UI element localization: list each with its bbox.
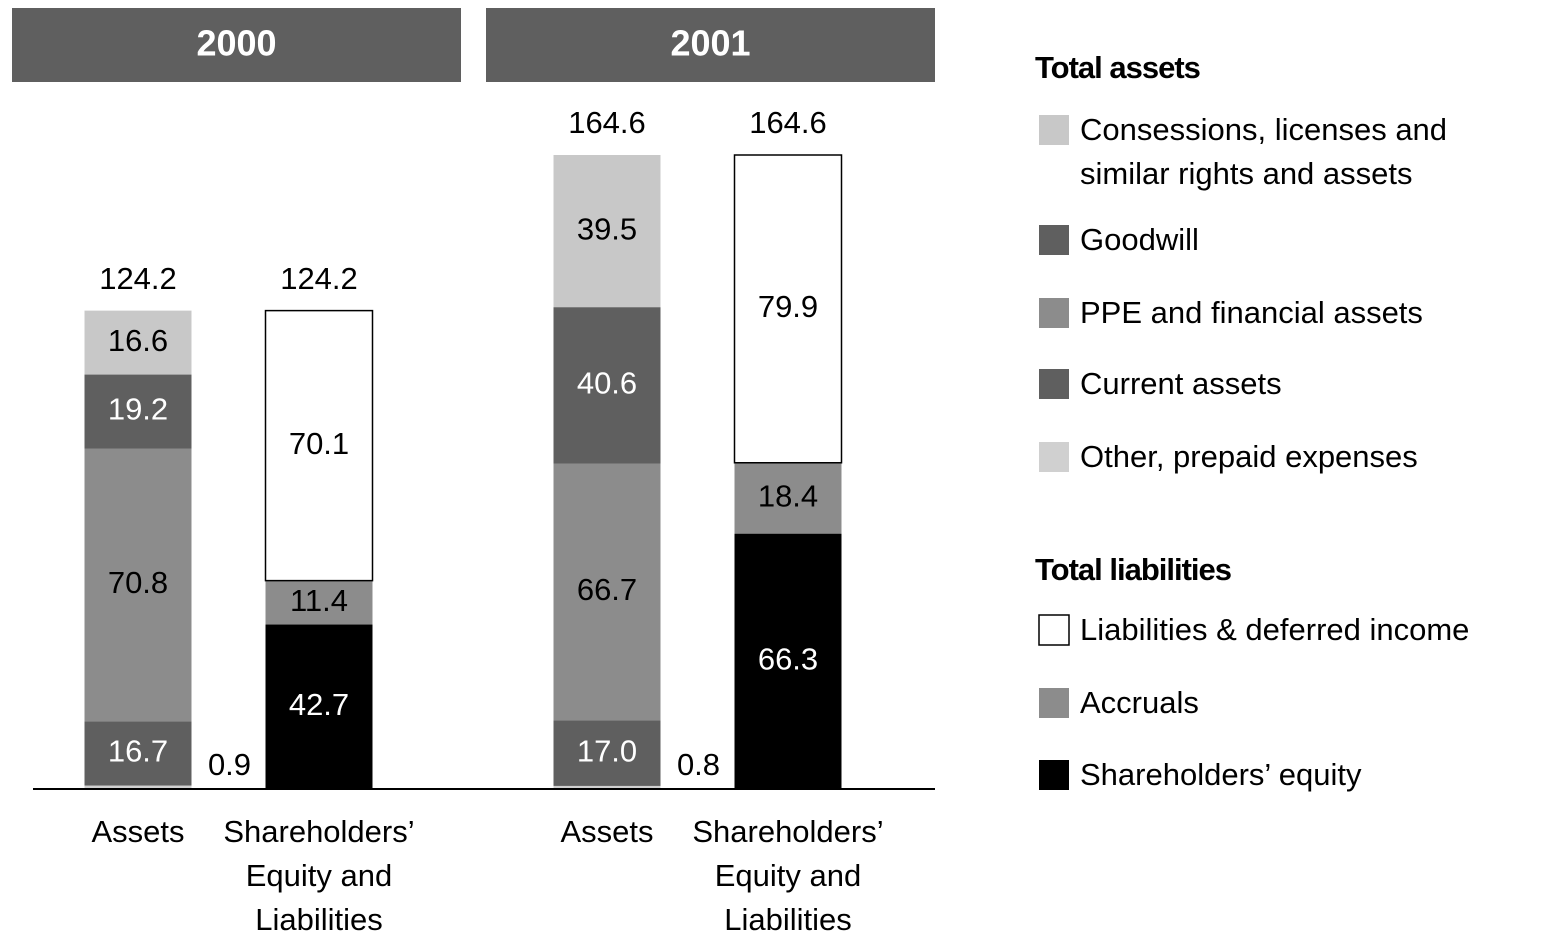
value-label: 79.9 (758, 289, 818, 324)
bar-segment (264, 309, 374, 582)
value-label: 19.2 (108, 392, 168, 427)
bar-segment (84, 448, 192, 722)
value-label: 0.9 (208, 747, 251, 782)
value-label: 0.8 (677, 747, 720, 782)
value-label: 70.1 (289, 426, 349, 461)
legend-swatch (1038, 614, 1070, 646)
category-label: Shareholders’ Equity and Liabilities (223, 814, 415, 937)
legend-title: Total assets (1035, 50, 1200, 85)
category-label: Assets (91, 814, 185, 849)
total-label: 124.2 (280, 261, 358, 296)
legend-swatch (1039, 115, 1069, 145)
legend-label: Current assets (1080, 366, 1282, 401)
value-label: 66.7 (577, 572, 637, 607)
bar-segment (265, 580, 373, 625)
value-label: 70.8 (108, 565, 168, 600)
legend-label: Consessions, licenses and similar rights… (1080, 112, 1448, 191)
legend-label-box: PPE and financial assets (1080, 295, 1423, 330)
bar-segment (734, 462, 842, 534)
legend-label: Goodwill (1080, 222, 1199, 257)
value-label: 40.6 (577, 366, 637, 401)
legend-label: PPE and financial assets (1080, 295, 1423, 330)
legend-label-box: Current assets (1080, 366, 1282, 401)
legend-swatch (1039, 369, 1069, 399)
category-label-box: Assets (91, 814, 185, 849)
legend-label-box: Accruals (1080, 685, 1199, 720)
legend-label-box: Other, prepaid expenses (1080, 439, 1418, 474)
bar-segment (733, 154, 843, 464)
bar-segment (553, 307, 661, 464)
value-label: 16.6 (108, 323, 168, 358)
legend-swatch (1039, 688, 1069, 718)
value-label: 42.7 (289, 687, 349, 722)
bar-segment (84, 374, 192, 449)
category-label-box: Assets (560, 814, 654, 849)
value-label: 18.4 (758, 478, 818, 513)
legend-swatch (1039, 442, 1069, 472)
bar-segment (553, 720, 661, 786)
group-header (12, 8, 461, 82)
total-label: 164.6 (749, 105, 827, 140)
category-label-box: Shareholders’ Equity and Liabilities (223, 814, 415, 937)
legend-label: Accruals (1080, 685, 1199, 720)
bar-segment (734, 533, 842, 789)
bar-segment (84, 785, 192, 789)
bar-segment (265, 624, 373, 789)
legend-swatch (1039, 298, 1069, 328)
legend-label-box: Goodwill (1080, 222, 1199, 257)
group-header (486, 8, 935, 82)
group-label: 2000 (196, 23, 276, 64)
legend-title: Total liabilities (1035, 552, 1231, 587)
legend-swatch (1039, 760, 1069, 790)
bar-segment (553, 155, 661, 308)
bar-segment (553, 463, 661, 721)
category-label: Shareholders’ Equity and Liabilities (692, 814, 884, 937)
value-label: 17.0 (577, 733, 637, 768)
legend-label: Shareholders’ equity (1080, 757, 1362, 792)
bar-segment (84, 721, 192, 786)
legend-label: Other, prepaid expenses (1080, 439, 1418, 474)
group-label: 2001 (670, 23, 750, 64)
category-label: Assets (560, 814, 654, 849)
legend-label-box: Shareholders’ equity (1080, 757, 1362, 792)
bar-segment (553, 785, 661, 789)
value-label: 11.4 (290, 583, 348, 618)
legend-label-box: Liabilities & deferred income (1080, 612, 1470, 647)
bar-segment (84, 310, 192, 375)
legend-swatch (1039, 225, 1069, 255)
value-label: 16.7 (108, 734, 168, 769)
category-label-box: Shareholders’ Equity and Liabilities (692, 814, 884, 937)
total-label: 164.6 (568, 105, 646, 140)
value-label: 66.3 (758, 642, 818, 677)
legend-label: Liabilities & deferred income (1080, 612, 1470, 647)
legend-label-box: Consessions, licenses and similar rights… (1080, 112, 1448, 191)
value-label: 39.5 (577, 211, 637, 246)
total-label: 124.2 (99, 261, 177, 296)
